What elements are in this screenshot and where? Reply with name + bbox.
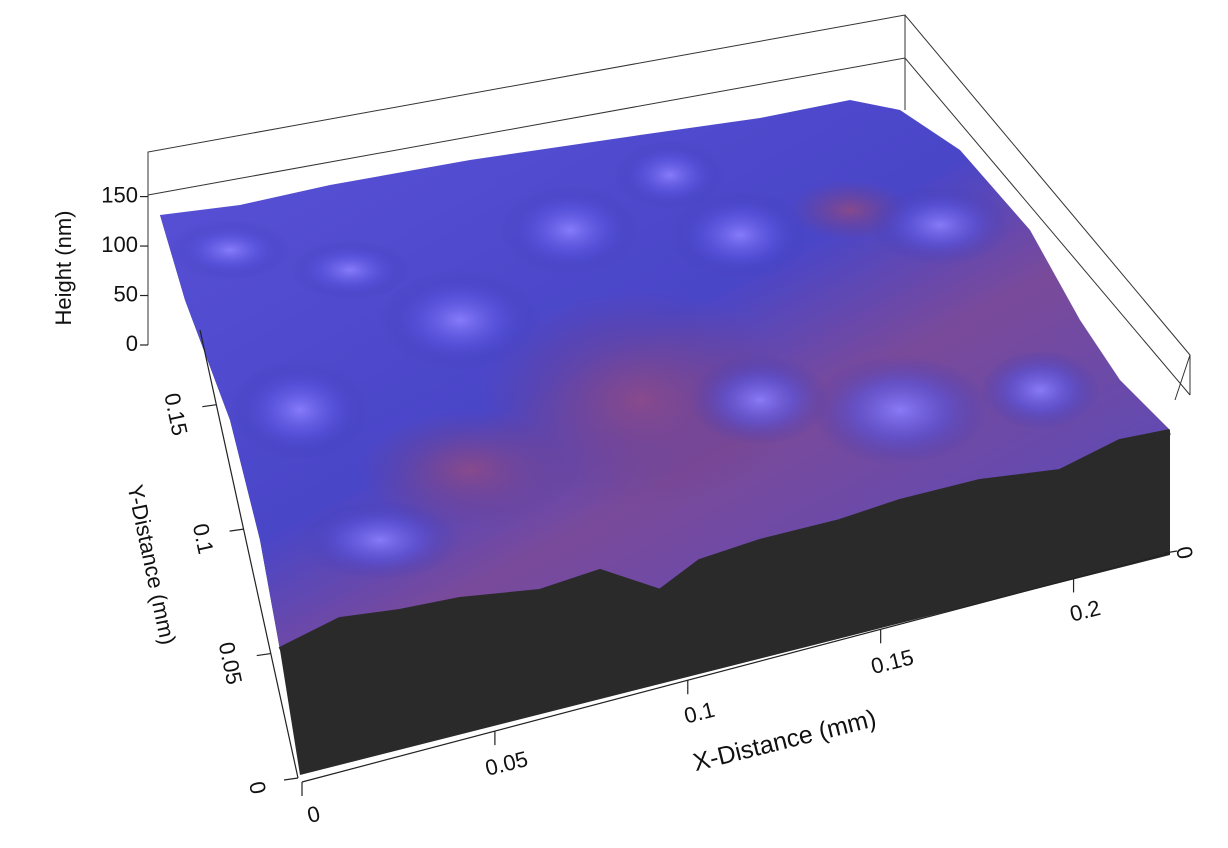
bounding-box: [147, 14, 1191, 401]
z-tick-label: 50: [114, 281, 138, 306]
y-axis-title: Y-Distance (mm): [122, 482, 180, 647]
x-axis-line: [301, 552, 1171, 783]
y-tick-label: 0: [244, 779, 271, 796]
y2-tick: [1164, 550, 1178, 554]
x-tick-label: 0.1: [682, 697, 718, 729]
surface: [160, 100, 1171, 775]
y-tick: [256, 652, 271, 657]
y2-tick-label: 0: [1171, 544, 1198, 561]
x-tick-label: 0.2: [1067, 595, 1103, 627]
z-tick-label: 150: [101, 182, 138, 207]
x-axis-title: X-Distance (mm): [690, 704, 879, 777]
z-tick-label: 0: [126, 331, 138, 356]
x-tick-label: 0.15: [868, 644, 916, 679]
y-tick: [202, 404, 217, 408]
y-tick: [229, 528, 244, 532]
x-tick-label: 0.05: [483, 746, 531, 781]
z-axis-title: Height (nm): [51, 211, 76, 326]
y-tick-label: 0.05: [214, 640, 247, 687]
y-tick-label: 0.15: [159, 391, 192, 438]
y-tick-label: 0.1: [188, 521, 219, 556]
y-tick: [283, 777, 299, 781]
z-tick-label: 100: [101, 232, 138, 257]
y-axis-line: [199, 329, 299, 779]
x-tick-label: 0: [305, 801, 323, 828]
